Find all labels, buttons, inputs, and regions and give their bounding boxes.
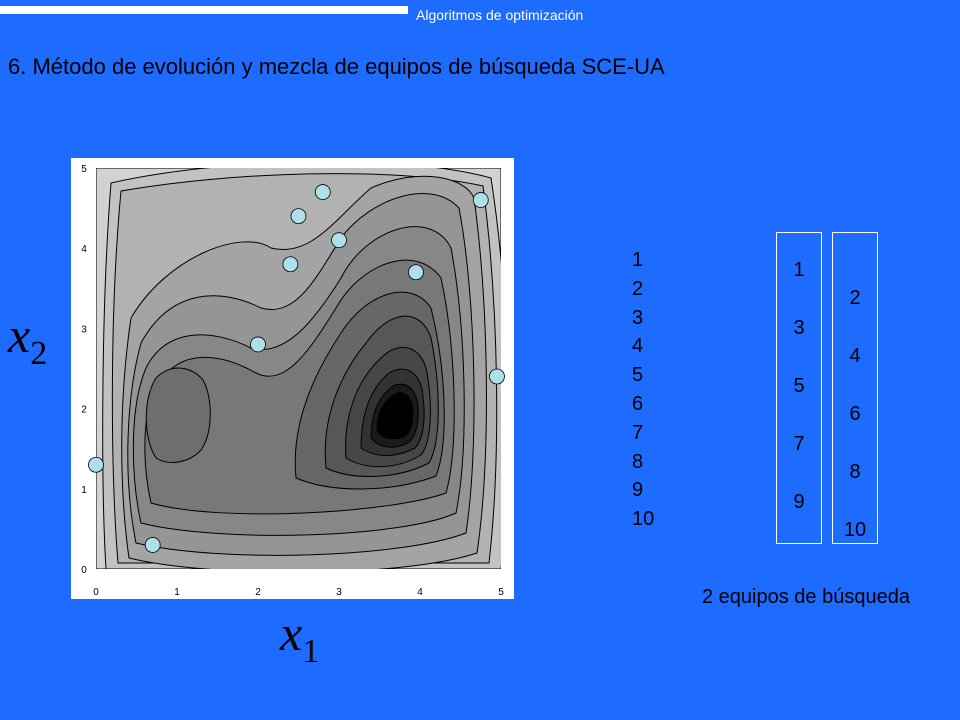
x1-axis-label: x1 (280, 605, 320, 670)
contour-fills (96, 168, 501, 569)
x-tick-label: 0 (93, 587, 99, 598)
population-point (408, 264, 424, 281)
rank-item: 6 (632, 392, 644, 415)
rank-item: 9 (632, 479, 644, 502)
population-point (250, 336, 266, 353)
y-tick-label: 5 (81, 164, 87, 175)
team-member: 7 (793, 433, 805, 455)
population-points (88, 184, 505, 553)
population-point (314, 184, 331, 200)
team-member: 10 (843, 519, 867, 541)
team-2-box: 2 4 6 8 10 (832, 232, 878, 544)
team-1-box: 1 3 5 7 9 (776, 232, 822, 544)
contour-plot: 0 1 2 3 4 5 0 1 2 3 4 5 (71, 158, 514, 599)
rank-item: 7 (632, 421, 644, 444)
population-point (282, 256, 299, 273)
team-member: 6 (849, 403, 861, 425)
team-member: 2 (849, 287, 861, 309)
team-member: 5 (793, 375, 805, 397)
population-point (290, 208, 307, 225)
y-tick-label: 4 (81, 244, 87, 255)
header-bar (0, 6, 408, 14)
team-member: 8 (849, 461, 861, 483)
teams-caption: 2 equipos de búsqueda (702, 586, 910, 608)
x-tick-label: 4 (417, 587, 423, 598)
x-tick-labels: 0 1 2 3 4 5 (93, 587, 504, 598)
y-tick-label: 2 (81, 405, 87, 416)
header-label: Algoritmos de optimización (416, 7, 584, 23)
x2-axis-label: x2 (8, 307, 48, 372)
rank-item: 1 (632, 249, 644, 271)
rank-item: 3 (632, 306, 644, 329)
team-member: 4 (849, 345, 861, 367)
population-point (472, 192, 489, 208)
team-member: 1 (793, 259, 805, 281)
team-member: 9 (793, 491, 805, 513)
rank-item: 2 (632, 277, 644, 300)
rank-item: 8 (632, 450, 644, 473)
slide-title: 6. Método de evolución y mezcla de equip… (8, 54, 665, 79)
x-tick-label: 2 (255, 587, 261, 598)
population-point (489, 368, 505, 385)
population-point (331, 232, 347, 249)
population-point (144, 537, 161, 553)
rank-item: 5 (632, 364, 644, 387)
x-tick-label: 3 (336, 587, 342, 598)
rank-item: 10 (632, 508, 655, 531)
x-tick-label: 1 (174, 587, 180, 598)
x-tick-label: 5 (498, 587, 504, 598)
y-tick-label: 1 (81, 485, 87, 496)
y-tick-label: 3 (81, 324, 87, 335)
team-member: 3 (793, 317, 805, 339)
ranked-list: 1 2 3 4 5 6 7 8 9 10 (632, 246, 654, 534)
y-tick-labels: 0 1 2 3 4 5 (81, 164, 87, 576)
rank-item: 4 (632, 335, 644, 358)
population-point (88, 456, 104, 473)
y-tick-label: 0 (81, 565, 87, 576)
